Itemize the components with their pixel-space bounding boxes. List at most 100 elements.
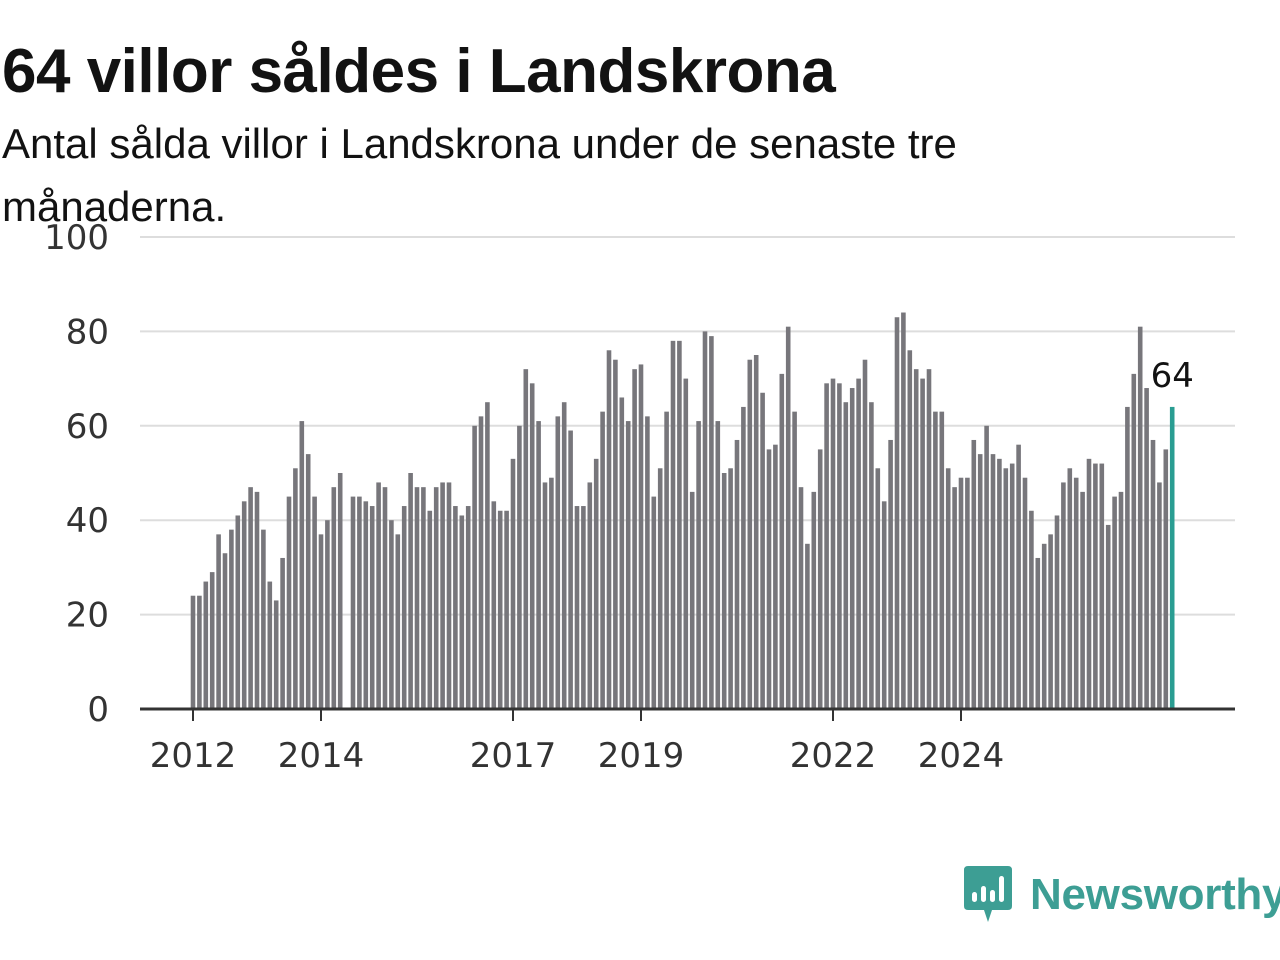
bar (613, 359, 618, 709)
bar (869, 402, 874, 709)
bar (1029, 510, 1034, 709)
highlight-value-label: 64 (1151, 356, 1194, 396)
x-tick-label-2019: 2019 (598, 736, 685, 776)
newsworthy-logo: Newsworthy (962, 862, 1280, 928)
bar (888, 439, 893, 709)
bar (497, 510, 503, 709)
bar (248, 487, 253, 709)
bar (619, 397, 625, 709)
bar (357, 496, 362, 709)
bar (849, 388, 855, 709)
bar (645, 416, 650, 709)
bar (1105, 524, 1111, 709)
bar (600, 411, 605, 709)
x-tick-label-2022: 2022 (790, 736, 877, 776)
y-tick-label-0: 0 (87, 690, 109, 730)
bar (453, 506, 458, 709)
bar (1009, 463, 1015, 709)
bar (1137, 326, 1143, 709)
bar (958, 477, 964, 709)
bar (1035, 557, 1041, 709)
bar (677, 340, 682, 709)
x-tick-label-2012: 2012 (150, 736, 237, 776)
chart-title: 64 villor såldes i Landskrona (2, 37, 836, 106)
bar (241, 501, 247, 709)
bar (312, 496, 317, 709)
bar (773, 444, 778, 709)
y-tick-label-60: 60 (66, 407, 109, 447)
newsworthy-wordmark: Newsworthy (1030, 870, 1280, 919)
bar (907, 350, 913, 709)
bar (785, 326, 791, 709)
bar (203, 581, 209, 709)
bar (715, 421, 721, 709)
bar (273, 600, 279, 709)
bar (376, 482, 381, 709)
bar (997, 458, 1002, 709)
bar (965, 477, 970, 709)
bar (440, 482, 445, 709)
bar (779, 373, 785, 709)
bar (1016, 444, 1021, 709)
bar (190, 595, 196, 709)
bar (670, 340, 676, 709)
bar (593, 458, 599, 709)
bar (760, 392, 765, 709)
bar (606, 350, 612, 709)
bar (696, 421, 701, 709)
bar (331, 487, 337, 709)
bar (222, 553, 228, 709)
bar (517, 425, 522, 709)
bar (1022, 477, 1028, 709)
bar (1093, 463, 1098, 709)
bar (843, 402, 849, 709)
bar (811, 491, 817, 709)
bar (529, 383, 535, 709)
bar (389, 520, 394, 709)
bar-chart: 0 20 40 60 80 100 2012 2014 2017 2019 2022 2024 64 (44, 218, 1235, 776)
bar (625, 421, 631, 709)
bar (504, 510, 509, 709)
bar (1003, 468, 1009, 709)
bar (363, 501, 369, 709)
bar (350, 496, 356, 709)
bar (549, 477, 554, 709)
bar (939, 411, 945, 709)
bar (901, 312, 906, 709)
y-tick-label-100: 100 (44, 218, 109, 258)
bar (945, 468, 951, 709)
bar (926, 369, 932, 709)
bar (683, 378, 689, 709)
bar (542, 482, 548, 709)
bar (472, 425, 477, 709)
y-tick-label-20: 20 (66, 596, 109, 636)
newsworthy-logo-icon (964, 866, 1012, 922)
bar (805, 543, 810, 709)
bar (446, 482, 452, 709)
bar (587, 482, 593, 709)
bar (1125, 406, 1130, 709)
bar (1118, 491, 1124, 709)
bar (728, 468, 733, 709)
bar (1163, 449, 1169, 709)
bar (536, 421, 541, 709)
bar (1080, 491, 1085, 709)
bar (913, 369, 919, 709)
bar (325, 520, 330, 709)
chart-subtitle: Antal sålda villor i Landskrona under de… (2, 120, 957, 230)
x-tick-label-2014: 2014 (278, 736, 365, 776)
bar (766, 449, 772, 709)
bar (1073, 477, 1079, 709)
bar (990, 454, 996, 709)
bar (824, 383, 829, 709)
bar (721, 473, 727, 709)
bars (190, 312, 1175, 709)
bar (1048, 534, 1053, 709)
bar (299, 421, 305, 709)
bar (1131, 373, 1137, 709)
bar (894, 317, 900, 709)
bar (286, 496, 292, 709)
bar (741, 406, 746, 709)
bar (977, 454, 983, 709)
x-tick-label-2024: 2024 (918, 736, 1005, 776)
